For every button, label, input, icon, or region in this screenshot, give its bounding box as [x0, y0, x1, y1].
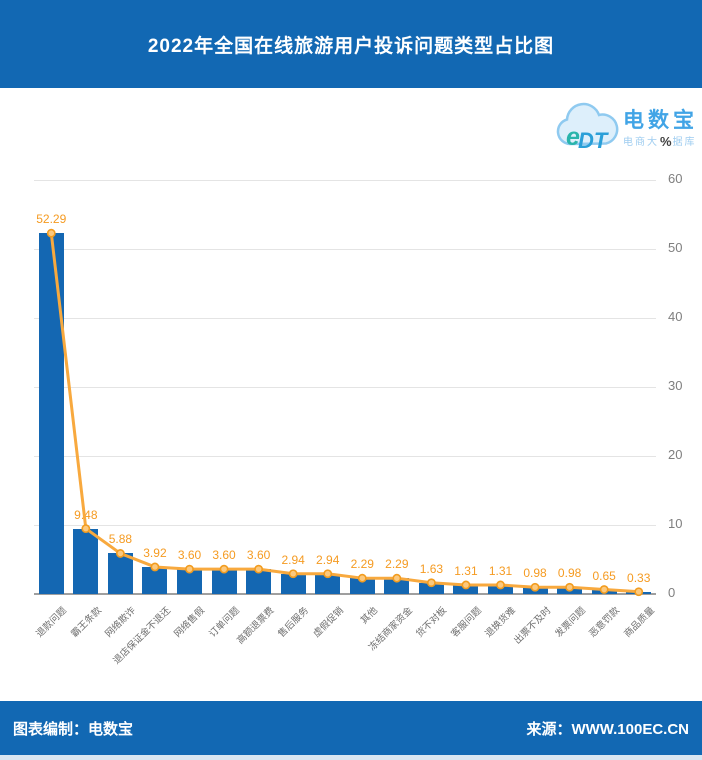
data-label: 3.60: [212, 548, 236, 563]
bar: [177, 569, 202, 594]
bar: [488, 584, 513, 594]
percent-glyph: %: [660, 133, 672, 149]
data-label: 9.48: [74, 507, 98, 522]
data-label: 1.31: [488, 563, 513, 578]
data-label: 1.31: [454, 563, 478, 578]
svg-text:e: e: [566, 123, 580, 151]
bar: [522, 587, 548, 594]
chart-header: 2022年全国在线旅游用户投诉问题类型占比图: [0, 0, 702, 88]
x-tick-label: 网络售假: [172, 605, 208, 640]
x-tick-label: 其他: [358, 605, 381, 627]
gridline: [34, 318, 656, 319]
x-tick-label: 退款问题: [34, 605, 70, 640]
y-tick-label: 60: [668, 171, 683, 186]
footer-source: 来源：WWW.100EC.CN: [526, 720, 689, 738]
y-tick-label: 50: [668, 240, 683, 255]
x-tick-label: 恶意罚款: [587, 605, 623, 640]
data-label: 5.88: [108, 532, 133, 547]
y-tick-label: 10: [668, 516, 683, 531]
data-label: 0.98: [557, 566, 582, 581]
bar: [280, 573, 306, 594]
data-label: 0.33: [627, 570, 651, 585]
data-label: 3.60: [177, 548, 202, 563]
data-label: 1.63: [419, 561, 444, 576]
data-label: 2.94: [316, 552, 340, 567]
bar: [557, 587, 583, 594]
x-tick-label: 霸王条款: [69, 605, 104, 640]
y-tick-label: 40: [668, 309, 683, 324]
x-tick-label: 出票不及时: [511, 605, 553, 647]
bar: [349, 578, 375, 594]
data-label: 0.65: [592, 568, 616, 583]
y-tick-label: 20: [668, 447, 683, 462]
y-tick-label: 0: [668, 585, 676, 600]
data-label: 2.29: [350, 557, 374, 572]
bar: [453, 584, 479, 594]
bar: [107, 553, 133, 594]
chart-title: 2022年全国在线旅游用户投诉问题类型占比图: [147, 35, 555, 57]
data-label: 2.94: [281, 552, 305, 567]
bar: [591, 589, 617, 594]
logo-slogan-suffix: 据库: [672, 136, 697, 148]
x-tick-label: 货不对板: [414, 605, 450, 640]
bar: [38, 233, 64, 594]
svg-text:DT: DT: [578, 128, 609, 153]
logo-brand: 电数宝: [623, 108, 698, 132]
bar: [384, 578, 410, 594]
data-label: 3.60: [246, 548, 271, 563]
data-label: 0.98: [523, 566, 547, 581]
data-label: 2.29: [385, 557, 409, 572]
gridline: [34, 456, 656, 457]
x-tick-label: 售后服务: [276, 605, 312, 640]
x-tick-label: 发票问题: [552, 605, 588, 640]
cloud-logo-icon: e DT: [556, 102, 619, 153]
bar: [73, 528, 99, 594]
gridline: [34, 387, 656, 388]
bar: [142, 566, 168, 594]
y-tick-label: 30: [668, 378, 683, 393]
gridline: [34, 180, 656, 181]
logo-text: 电数宝 电商大 % 据库: [623, 109, 698, 149]
x-tick-label: 商品质量: [621, 605, 657, 640]
trend-line: [49, 233, 639, 594]
bar: [626, 591, 652, 594]
gridline: [34, 525, 656, 526]
x-tick-label: 高额退票费: [235, 605, 277, 647]
x-axis-line: [34, 593, 656, 595]
x-tick-label: 虚假促销: [310, 605, 346, 640]
data-label: 52.29: [36, 212, 67, 227]
bar: [211, 569, 237, 594]
logo-slogan-prefix: 电商大: [623, 136, 659, 148]
bar: [246, 569, 272, 594]
logo-slogan: 电商大 % 据库: [623, 133, 697, 149]
gridline: [34, 249, 656, 250]
bar: [315, 573, 341, 594]
data-label: 3.92: [143, 545, 167, 560]
chart-footer: 图表编制：电数宝 来源：WWW.100EC.CN: [0, 701, 702, 755]
footer-credit: 图表编制：电数宝: [13, 720, 134, 738]
edt-logo: e DT 电数宝 电商大 % 据库: [540, 92, 698, 166]
x-tick-label: 客服问题: [449, 605, 484, 640]
bottom-strip: [0, 755, 702, 760]
bar: [418, 582, 444, 594]
